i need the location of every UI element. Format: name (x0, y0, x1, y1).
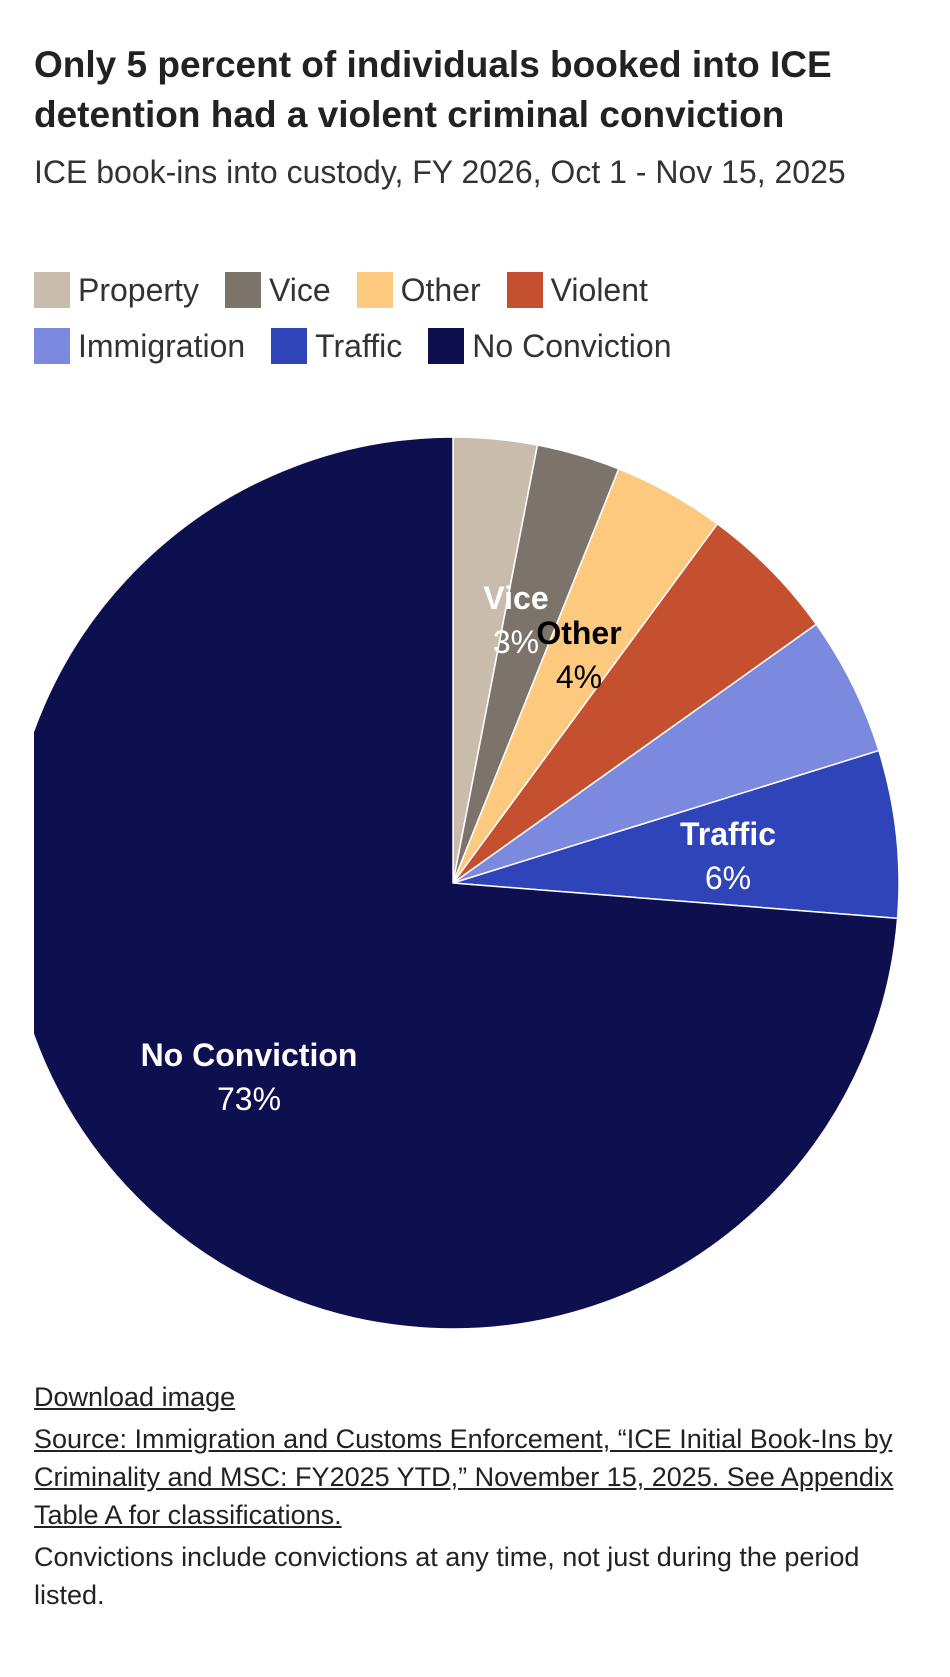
slice-value-other: 4% (556, 659, 602, 695)
footnote: Convictions include convictions at any t… (34, 1542, 860, 1610)
footer: Download image Source: Immigration and C… (34, 1378, 924, 1614)
slice-label-vice: Vice (483, 580, 548, 616)
legend-swatch-vice (224, 272, 261, 308)
source-link[interactable]: Source: Immigration and Customs Enforcem… (34, 1424, 894, 1530)
legend-item-no-conviction: No Conviction (428, 328, 671, 365)
legend-swatch-other (356, 272, 393, 308)
slice-label-other: Other (536, 615, 621, 651)
download-image-link[interactable]: Download image (34, 1382, 236, 1412)
legend-item-other: Other (356, 271, 481, 309)
legend-item-immigration: Immigration (34, 328, 245, 365)
legend-label-traffic: Traffic (315, 327, 403, 364)
legend-label-no-conviction: No Conviction (472, 327, 672, 364)
legend-item-property: Property (34, 272, 199, 309)
legend-label-violent: Violent (550, 271, 648, 308)
legend-item-traffic: Traffic (271, 328, 402, 365)
legend-swatch-no-conviction (428, 328, 465, 364)
pie-chart: Vice 3%Other 4% Traffic 6% No Conviction 73% (34, 436, 900, 1330)
legend-label-property: Property (78, 271, 199, 308)
chart-title: Only 5 percent of individuals booked int… (34, 44, 832, 135)
legend-item-vice: Vice (224, 271, 331, 309)
chart-subtitle: ICE book-ins into custody, FY 2026, Oct … (34, 154, 846, 190)
slice-label-traffic: Traffic (680, 816, 776, 852)
legend-label-vice: Vice (268, 271, 331, 308)
legend-label-immigration: Immigration (78, 327, 246, 364)
legend: Property Vice Other Violent Immigration (34, 270, 914, 382)
legend-swatch-traffic (271, 328, 308, 364)
slice-value-no-conviction: 73% (217, 1081, 281, 1117)
legend-row-2: Immigration Traffic No Conviction (34, 326, 914, 366)
legend-swatch-property (34, 272, 70, 308)
legend-row-1: Property Vice Other Violent (34, 270, 914, 310)
pie-slice-no-conviction (34, 436, 899, 1330)
slice-label-no-conviction: No Conviction (141, 1037, 358, 1073)
legend-label-other: Other (400, 271, 481, 308)
pie-slice-traffic (452, 749, 900, 920)
legend-swatch-violent (506, 272, 543, 308)
legend-item-violent: Violent (506, 271, 648, 309)
pie-slice-immigration (452, 623, 880, 884)
slice-value-vice: 3% (493, 624, 539, 660)
slice-value-traffic: 6% (705, 860, 751, 896)
pie-slice-violent (452, 523, 818, 884)
legend-swatch-immigration (34, 328, 70, 364)
